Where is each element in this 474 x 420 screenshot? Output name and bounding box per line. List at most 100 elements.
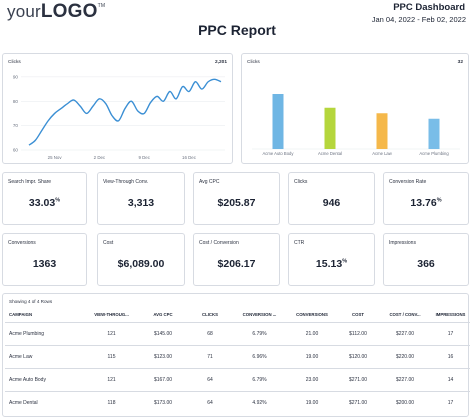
table-cell: $271.00	[337, 367, 379, 391]
column-header-conversion-rate[interactable]: CONVERSION ...	[242, 312, 277, 318]
kpi-label: Cost / Conversion	[199, 240, 239, 246]
table-cell: Acme Dental	[5, 390, 85, 414]
column-header-cost[interactable]: COST	[352, 312, 364, 318]
table-header-row: CAMPAIGN VIEW-THROUG... AVG CPC CLICKS C…	[5, 308, 470, 322]
y-tick-label: 90	[13, 74, 19, 79]
x-tick-label: 9 Dec	[138, 155, 150, 160]
bar-acme-plumbing	[428, 118, 440, 149]
table-cell: 4.92%	[232, 390, 287, 414]
kpi-label: Conversions	[8, 240, 36, 246]
table-cell: 115	[85, 344, 138, 368]
kpi-value: 33.03%	[28, 197, 61, 209]
kpi-value: 366	[417, 258, 435, 270]
column-header-clicks[interactable]: CLICKS	[202, 312, 218, 318]
kpi-label: Impressions	[389, 240, 416, 246]
bar-acme-law	[376, 113, 388, 149]
kpi-card-view-through-conv: View-Through Conv. 3,313	[97, 172, 185, 225]
table-cell: 21.00	[287, 321, 337, 345]
column-header-campaign[interactable]: CAMPAIGN	[9, 312, 33, 318]
table-cell: 23.00	[287, 367, 337, 391]
x-tick-label: Acme Dental	[318, 151, 342, 156]
bar-chart-panel: Clicks 32 Acme Auto Body Acme Dental Acme …	[241, 53, 469, 164]
table-cell: 121	[85, 367, 138, 391]
table-cell: 17	[431, 390, 470, 414]
dashboard-title: PPC Dashboard	[393, 2, 465, 13]
column-header-avg-cpc[interactable]: AVG CPC	[153, 312, 173, 318]
kpi-label: Search Impr. Share	[8, 179, 52, 185]
bar-acme-auto-body	[272, 94, 284, 149]
line-chart-panel: Clicks 2,201 60 70 80 90 25 Nov 2 Dec 9 Dec 16 …	[2, 53, 233, 164]
campaign-table: CAMPAIGN VIEW-THROUG... AVG CPC CLICKS C…	[5, 308, 470, 414]
line-chart-title: Clicks	[8, 60, 21, 65]
table-cell: 19.00	[287, 344, 337, 368]
table-row: Acme Dental 118 $173.00 64 4.92% 19.00 $…	[5, 390, 470, 414]
kpi-label: Conversion Rate	[389, 179, 427, 185]
table-cell: 16	[431, 344, 470, 368]
x-tick-label: Acme Law	[372, 151, 393, 156]
column-header-view-through[interactable]: VIEW-THROUG...	[94, 312, 129, 318]
kpi-label: Avg CPC	[199, 179, 220, 185]
kpi-value: 946	[322, 197, 341, 209]
table-cell: 71	[188, 344, 232, 368]
table-cell: $220.00	[379, 344, 431, 368]
kpi-value: $205.87	[217, 197, 256, 209]
table-cell: $112.00	[337, 321, 379, 345]
kpi-card-cost: Cost $6,089.00	[97, 233, 185, 286]
kpi-card-conversions: Conversions 1363	[2, 233, 87, 286]
table-cell: Acme Auto Body	[5, 367, 85, 391]
x-tick-label: Acme Auto Body	[263, 151, 295, 156]
kpi-card-impressions: Impressions 366	[383, 233, 469, 286]
x-tick-label: 25 Nov	[48, 155, 63, 160]
date-range[interactable]: Jan 04, 2022 - Feb 02, 2022	[371, 15, 466, 24]
column-header-conversions[interactable]: CONVERSIONS	[296, 312, 328, 318]
table-cell: 64	[188, 390, 232, 414]
table-cell: $145.00	[138, 321, 188, 345]
table-cell: 19.00	[287, 390, 337, 414]
logo: yourLOGOTM	[7, 1, 106, 22]
table-cell: 17	[431, 321, 470, 345]
table-cell: $227.00	[379, 321, 431, 345]
kpi-value: 3,313	[127, 197, 155, 209]
table-row: Acme Auto Body 121 $167.00 64 6.79% 23.0…	[5, 367, 470, 391]
kpi-value: 13.76%	[410, 197, 442, 209]
table-row: Acme Plumbing 121 $145.00 68 6.79% 21.00…	[5, 321, 470, 345]
kpi-card-clicks: Clicks 946	[288, 172, 375, 225]
table-cell: $227.00	[379, 367, 431, 391]
bar-acme-dental	[324, 107, 336, 149]
kpi-card-avg-cpc: Avg CPC $205.87	[193, 172, 280, 225]
kpi-value: $6,089.00	[117, 258, 165, 270]
x-tick-label: Acme Plumbing	[419, 151, 449, 156]
table-cell: $120.00	[337, 344, 379, 368]
table-cell: 6.96%	[232, 344, 287, 368]
y-tick-label: 80	[13, 99, 19, 104]
y-tick-label: 70	[13, 123, 19, 128]
table-cell: Acme Law	[5, 344, 85, 368]
table-row: Acme Law 115 $123.00 71 6.96% 19.00 $120…	[5, 344, 470, 368]
kpi-label: View-Through Conv.	[103, 179, 149, 185]
y-tick-label: 60	[13, 148, 19, 153]
table-cell: $123.00	[138, 344, 188, 368]
table-row-count: Showing 4 of 4 Rows	[9, 299, 53, 304]
kpi-card-search-impr-share: Search Impr. Share 33.03%	[2, 172, 87, 225]
table-cell: 14	[431, 367, 470, 391]
table-cell: 64	[188, 367, 232, 391]
table-cell: 6.79%	[232, 367, 287, 391]
line-chart-total: 2,201	[214, 60, 227, 65]
clicks-series-line	[28, 78, 222, 146]
kpi-card-conversion-rate: Conversion Rate 13.76%	[383, 172, 469, 225]
kpi-value: 1363	[32, 258, 57, 270]
x-tick-label: 16 Dec	[182, 155, 197, 160]
kpi-card-ctr: CTR 15.13%	[288, 233, 375, 286]
kpi-value: $206.17	[217, 258, 256, 270]
column-header-cost-per-conv[interactable]: COST / CONV...	[389, 312, 421, 318]
table-cell: Acme Plumbing	[5, 321, 85, 345]
table-cell: 68	[188, 321, 232, 345]
kpi-value: 15.13%	[315, 258, 348, 270]
table-cell: $167.00	[138, 367, 188, 391]
table-cell: 118	[85, 390, 138, 414]
kpi-card-cost-per-conversion: Cost / Conversion $206.17	[193, 233, 280, 286]
x-tick-label: 2 Dec	[94, 155, 106, 160]
table-cell: $200.00	[379, 390, 431, 414]
column-header-impressions[interactable]: IMPRESSIONS	[435, 312, 466, 318]
table-cell: $271.00	[337, 390, 379, 414]
